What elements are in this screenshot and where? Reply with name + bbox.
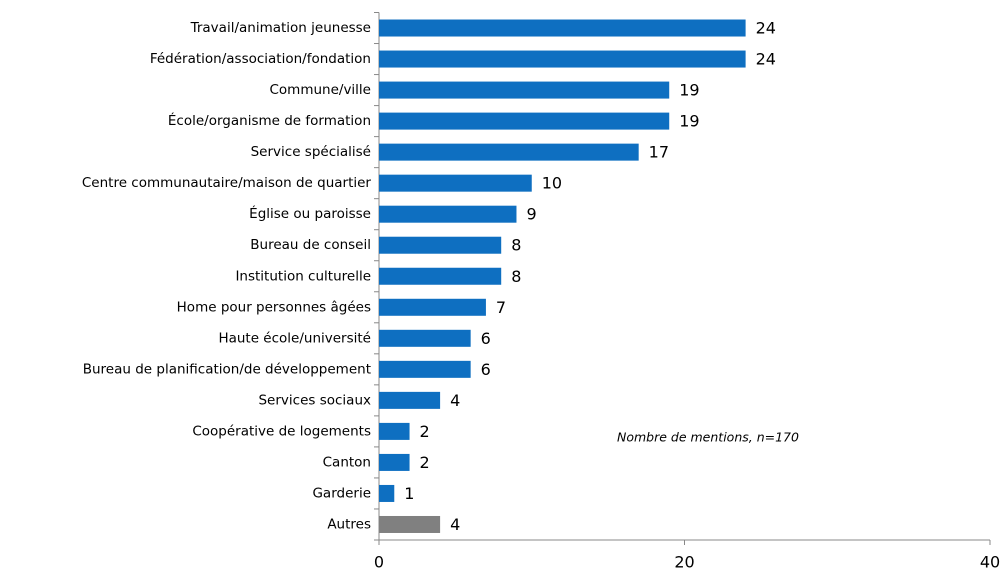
bar [379, 484, 395, 502]
value-label: 1 [404, 484, 414, 503]
value-label: 6 [481, 329, 491, 348]
y-tick-label: Bureau de conseil [250, 237, 371, 253]
y-tick-label: Services sociaux [258, 392, 371, 408]
value-label: 2 [420, 453, 430, 472]
bar [379, 515, 441, 533]
value-label: 24 [756, 50, 776, 69]
y-tick-label: Bureau de planification/de développement [83, 361, 371, 377]
bar [379, 360, 471, 378]
x-tick-label: 20 [674, 553, 694, 572]
y-tick-label: Institution culturelle [235, 268, 371, 284]
value-label: 4 [450, 515, 460, 534]
value-label: 6 [481, 360, 491, 379]
value-label: 24 [756, 19, 776, 38]
bar [379, 112, 670, 130]
y-tick-label: Autres [327, 516, 371, 532]
bar [379, 298, 486, 316]
y-tick-label: Église ou paroisse [249, 205, 371, 222]
y-tick-label: Commune/ville [269, 82, 371, 98]
y-tick-label: Garderie [312, 485, 371, 501]
bar [379, 81, 670, 99]
x-tick-label: 40 [980, 553, 1000, 572]
y-tick-label: École/organisme de formation [168, 112, 371, 129]
bar [379, 205, 517, 223]
bar [379, 50, 746, 68]
bar [379, 453, 410, 471]
y-tick-label: Home pour personnes âgées [177, 299, 371, 315]
y-tick-label: Travail/animation jeunesse [190, 20, 371, 36]
bar [379, 267, 502, 285]
value-label: 19 [679, 81, 699, 100]
annotation: Nombre de mentions, n=170 [617, 430, 799, 445]
bar [379, 329, 471, 347]
y-tick-label: Fédération/association/fondation [150, 51, 371, 67]
value-label: 2 [420, 422, 430, 441]
value-label: 8 [511, 267, 521, 286]
y-tick-label: Service spécialisé [251, 144, 371, 160]
bar [379, 391, 441, 409]
bar [379, 143, 639, 161]
value-label: 10 [542, 174, 562, 193]
y-tick-label: Haute école/université [218, 330, 371, 346]
y-tick-label: Canton [323, 454, 371, 470]
value-label: 17 [649, 143, 669, 162]
value-label: 7 [496, 298, 506, 317]
value-label: 4 [450, 391, 460, 410]
y-tick-label: Coopérative de logements [192, 423, 371, 439]
x-tick-label: 0 [374, 553, 384, 572]
bar [379, 236, 502, 254]
value-label: 19 [679, 112, 699, 131]
bar [379, 19, 746, 37]
value-label: 8 [511, 236, 521, 255]
y-tick-label: Centre communautaire/maison de quartier [82, 175, 372, 191]
value-label: 9 [526, 205, 536, 224]
bar [379, 174, 532, 192]
bar [379, 422, 410, 440]
